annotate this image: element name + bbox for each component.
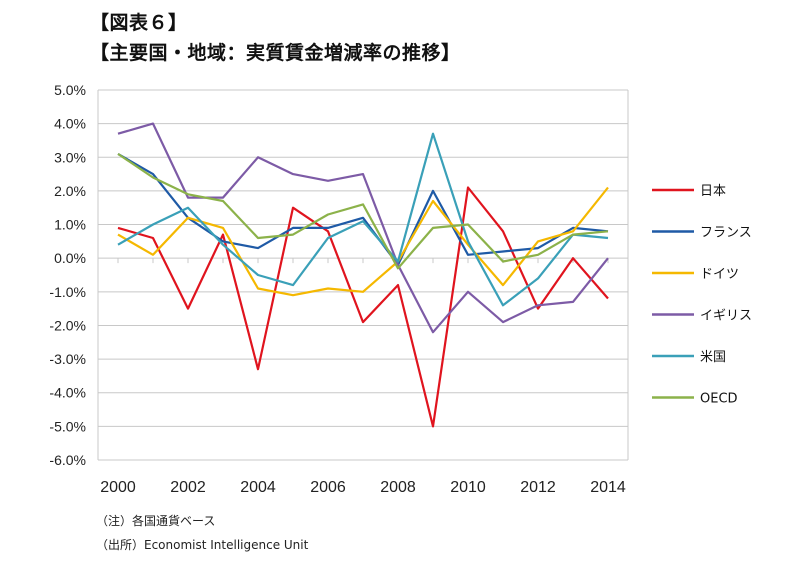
- y-tick-label: 4.0%: [54, 116, 86, 132]
- y-tick-label: -2.0%: [49, 317, 86, 333]
- x-tick-label: 2000: [100, 479, 136, 496]
- gridlines: [97, 89, 629, 461]
- y-tick-label: 0.0%: [54, 250, 86, 266]
- chart-title: 【主要国・地域：実質賃金増減率の推移】: [90, 42, 461, 64]
- x-tick-label: 2014: [590, 479, 626, 496]
- legend-label: イギリス: [700, 309, 752, 324]
- legend-label: ドイツ: [700, 267, 739, 282]
- series-line: [117, 132, 609, 307]
- series-line: [117, 186, 609, 428]
- x-axis-ticks: 2000 2002 2004 2006 2008 2010 2012 2014: [100, 479, 626, 496]
- x-tick-label: 2004: [240, 479, 276, 496]
- y-tick-label: -5.0%: [49, 418, 86, 434]
- series-line: [117, 152, 609, 270]
- figure-label: 【図表６】: [90, 12, 188, 34]
- x-tick-label: 2012: [520, 479, 556, 496]
- y-tick-label: -4.0%: [49, 385, 86, 401]
- x-tick-label: 2008: [380, 479, 416, 496]
- y-tick-label: -1.0%: [49, 284, 86, 300]
- source-note: （出所）Economist Intelligence Unit: [96, 538, 309, 552]
- y-tick-label: -6.0%: [49, 452, 86, 468]
- y-tick-label: -3.0%: [49, 351, 86, 367]
- legend-label: 米国: [700, 350, 726, 365]
- x-tick-label: 2002: [170, 479, 206, 496]
- series-line: [117, 152, 609, 266]
- y-tick-label: 3.0%: [54, 149, 86, 165]
- x-tick-label: 2006: [310, 479, 346, 496]
- series-lines: [117, 122, 609, 428]
- legend-label: OECD: [700, 392, 738, 407]
- y-axis-ticks: 5.0% 4.0% 3.0% 2.0% 1.0% 0.0% -1.0% -2.0% -3.0% -…: [49, 82, 86, 468]
- footnote: （注）各国通貨ベース: [96, 514, 216, 528]
- legend-label: フランス: [700, 226, 752, 241]
- y-tick-label: 5.0%: [54, 82, 86, 98]
- y-tick-label: 2.0%: [54, 183, 86, 199]
- legend-label: 日本: [700, 184, 726, 199]
- y-tick-label: 1.0%: [54, 217, 86, 233]
- x-tick-label: 2010: [450, 479, 486, 496]
